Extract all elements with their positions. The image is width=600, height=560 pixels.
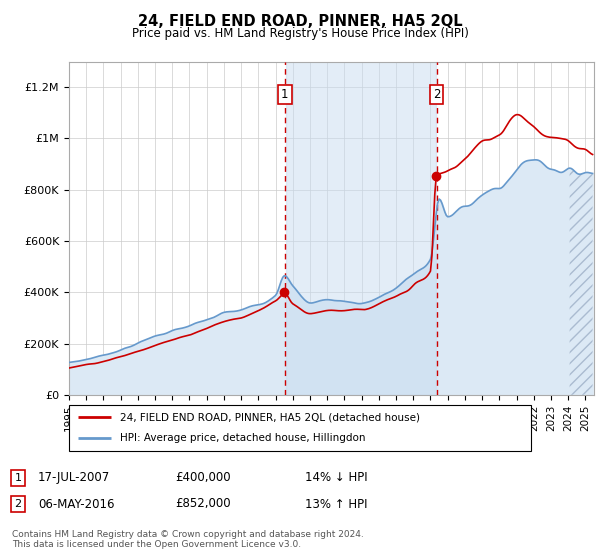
Text: Contains HM Land Registry data © Crown copyright and database right 2024.
This d: Contains HM Land Registry data © Crown c… bbox=[12, 530, 364, 549]
Text: 17-JUL-2007: 17-JUL-2007 bbox=[38, 472, 110, 484]
Text: 1: 1 bbox=[14, 473, 22, 483]
Text: 24, FIELD END ROAD, PINNER, HA5 2QL: 24, FIELD END ROAD, PINNER, HA5 2QL bbox=[137, 14, 463, 29]
Text: 2: 2 bbox=[433, 88, 440, 101]
Text: 24, FIELD END ROAD, PINNER, HA5 2QL (detached house): 24, FIELD END ROAD, PINNER, HA5 2QL (det… bbox=[120, 412, 420, 422]
Text: 2: 2 bbox=[14, 499, 22, 509]
Text: 06-MAY-2016: 06-MAY-2016 bbox=[38, 497, 115, 511]
Text: Price paid vs. HM Land Registry's House Price Index (HPI): Price paid vs. HM Land Registry's House … bbox=[131, 27, 469, 40]
Text: 13% ↑ HPI: 13% ↑ HPI bbox=[305, 497, 367, 511]
Text: £852,000: £852,000 bbox=[175, 497, 230, 511]
Text: £400,000: £400,000 bbox=[175, 472, 230, 484]
Text: 1: 1 bbox=[281, 88, 289, 101]
Text: 14% ↓ HPI: 14% ↓ HPI bbox=[305, 472, 368, 484]
Text: HPI: Average price, detached house, Hillingdon: HPI: Average price, detached house, Hill… bbox=[120, 433, 365, 444]
